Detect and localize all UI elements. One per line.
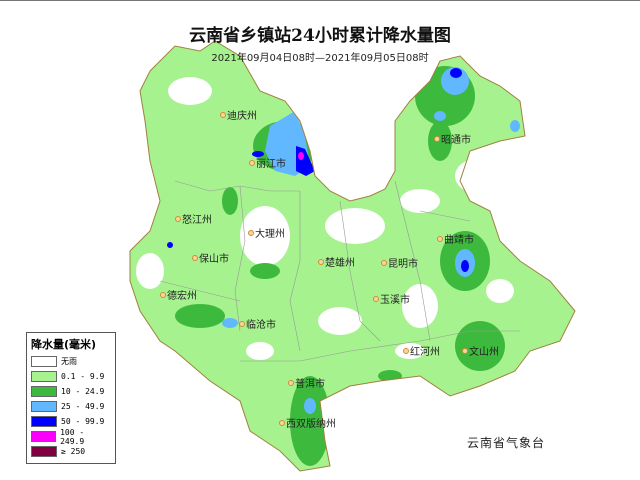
city-marker: 德宏州 — [160, 287, 197, 302]
city-label: 红河州 — [410, 347, 440, 358]
credit-label: 云南省气象台 — [467, 436, 546, 450]
map-title: 云南省乡镇站24小时累计降水量图 — [189, 26, 451, 46]
city-marker: 迪庆州 — [220, 107, 257, 122]
legend-item: 100 - 249.9 — [31, 427, 111, 446]
city-dot-icon — [160, 291, 166, 298]
city-dot-icon — [462, 347, 468, 354]
city-label: 德宏州 — [167, 291, 197, 302]
city-marker: 怒江州 — [175, 211, 212, 226]
legend-label: 0.1 - 9.9 — [61, 372, 105, 381]
city-marker: 昭通市 — [434, 131, 471, 146]
city-dot-icon — [373, 295, 379, 302]
legend-swatch — [31, 371, 57, 382]
legend-item: 无雨 — [31, 354, 111, 369]
legend-label: 100 - 249.9 — [60, 427, 85, 446]
city-marker: 丽江市 — [249, 155, 286, 170]
legend-item: 50 - 99.9 — [31, 414, 111, 429]
legend-item: 10 - 24.9 — [31, 384, 111, 399]
legend-label: ≥ 250 — [61, 447, 86, 456]
city-dot-icon — [279, 419, 285, 426]
city-marker: 普洱市 — [288, 375, 325, 390]
torrential-rain-area — [298, 152, 304, 160]
city-label: 普洱市 — [295, 379, 325, 390]
legend-swatch — [31, 356, 57, 367]
city-dot-icon — [318, 258, 324, 265]
city-dot-icon — [248, 229, 254, 236]
legend-item: ≥ 250 — [31, 444, 111, 459]
city-label: 丽江市 — [256, 159, 286, 170]
city-label: 迪庆州 — [227, 111, 257, 122]
legend-item: 0.1 - 9.9 — [31, 369, 111, 384]
very-heavy-rain-areas — [167, 68, 469, 272]
legend-swatch — [31, 386, 57, 397]
city-label: 昆明市 — [388, 259, 418, 270]
legend-swatch — [31, 416, 57, 427]
legend-label: 10 - 24.9 — [61, 387, 105, 396]
city-label: 曲靖市 — [444, 235, 474, 246]
legend-label: 无雨 — [61, 357, 77, 366]
legend: 降水量(毫米) 无雨 0.1 - 9.9 10 - 24.9 25 - 49.9 50 … — [26, 332, 116, 464]
city-marker: 大理州 — [248, 225, 285, 240]
city-marker: 保山市 — [192, 250, 229, 265]
city-dot-icon — [288, 379, 294, 386]
city-label: 昭通市 — [441, 135, 471, 146]
city-label: 保山市 — [199, 254, 229, 265]
city-marker: 西双版纳州 — [279, 415, 336, 430]
city-label: 文山州 — [469, 347, 499, 358]
city-marker: 楚雄州 — [318, 254, 355, 269]
city-dot-icon — [192, 254, 198, 261]
map-subtitle: 2021年09月04日08时—2021年09月05日08时 — [211, 53, 429, 64]
city-label: 西双版纳州 — [286, 419, 336, 430]
prefecture-borders — [159, 180, 520, 362]
city-dot-icon — [403, 347, 409, 354]
legend-swatch — [31, 431, 57, 442]
legend-item: 25 - 49.9 — [31, 399, 111, 414]
city-label: 楚雄州 — [325, 258, 355, 269]
legend-label: 50 - 99.9 — [61, 417, 105, 426]
city-label: 玉溪市 — [380, 295, 410, 306]
city-dot-icon — [437, 235, 443, 242]
legend-swatch — [31, 401, 57, 412]
city-marker: 临沧市 — [239, 316, 276, 331]
legend-title: 降水量(毫米) — [31, 338, 97, 351]
legend-swatch — [31, 446, 57, 457]
city-marker: 昆明市 — [381, 255, 418, 270]
city-marker: 曲靖市 — [437, 231, 474, 246]
city-dot-icon — [175, 215, 181, 222]
city-dot-icon — [239, 320, 245, 327]
legend-label: 25 - 49.9 — [61, 402, 105, 411]
city-marker: 文山州 — [462, 343, 499, 358]
city-marker: 玉溪市 — [373, 291, 410, 306]
city-marker: 红河州 — [403, 343, 440, 358]
city-label: 怒江州 — [182, 215, 212, 226]
city-dot-icon — [249, 159, 255, 166]
city-dot-icon — [220, 111, 226, 118]
city-dot-icon — [381, 259, 387, 266]
city-label: 大理州 — [255, 229, 285, 240]
city-dot-icon — [434, 135, 440, 142]
city-label: 临沧市 — [246, 320, 276, 331]
